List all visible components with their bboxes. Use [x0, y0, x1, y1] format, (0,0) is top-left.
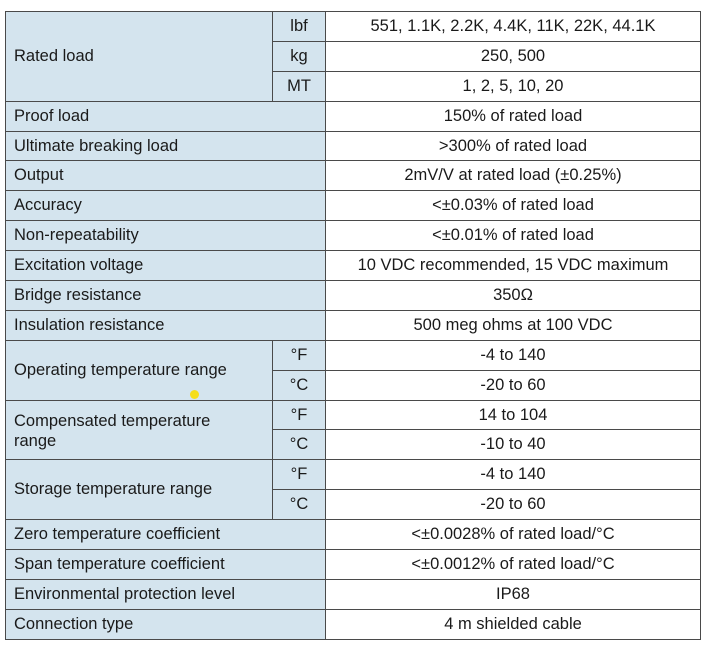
row-label: Proof load [5, 100, 326, 132]
table-row: Zero temperature coefficient <±0.0028% o… [5, 519, 701, 551]
value-cell: <±0.0012% of rated load/°C [325, 549, 701, 580]
unit-cell: °C [272, 429, 326, 461]
table-row: Accuracy <±0.03% of rated load [5, 190, 701, 222]
table-row: Output 2mV/V at rated load (±0.25%) [5, 160, 701, 192]
table-row: Ultimate breaking load >300% of rated lo… [5, 130, 701, 162]
table-row: Compensated temperature range °F 14 to 1… [5, 399, 701, 461]
row-label: Span temperature coefficient [5, 549, 326, 580]
table-row: °C -20 to 60 [6, 489, 701, 521]
table-row: Insulation resistance 500 meg ohms at 10… [5, 309, 701, 341]
table-row: °C -10 to 40 [6, 429, 701, 461]
unit-cell: lbf [272, 11, 326, 42]
operating-temp-label: Operating temperature range [5, 339, 273, 401]
cursor-marker-dot [190, 390, 199, 399]
table-row: °C -20 to 60 [6, 369, 701, 401]
table-row: kg 250, 500 [6, 40, 701, 72]
value-cell: IP68 [325, 578, 701, 610]
value-cell: 551, 1.1K, 2.2K, 4.4K, 11K, 22K, 44.1K [325, 11, 701, 42]
value-cell: 350Ω [325, 280, 701, 311]
unit-cell: MT [272, 70, 326, 102]
unit-cell: kg [272, 40, 326, 72]
table-row: Bridge resistance 350Ω [5, 280, 701, 311]
value-cell: <±0.01% of rated load [325, 220, 701, 252]
row-label: Ultimate breaking load [5, 130, 326, 162]
table-row: Proof load 150% of rated load [5, 100, 701, 132]
row-label: Insulation resistance [5, 309, 326, 341]
table-row: Rated load lbf 551, 1.1K, 2.2K, 4.4K, 11… [5, 11, 701, 102]
value-cell: 14 to 104 [325, 399, 701, 431]
value-cell: -4 to 140 [325, 459, 701, 491]
value-cell: 150% of rated load [325, 100, 701, 132]
row-label: Non-repeatability [5, 220, 326, 252]
row-label: Connection type [5, 608, 326, 640]
spec-table: Rated load lbf 551, 1.1K, 2.2K, 4.4K, 11… [5, 11, 701, 640]
table-row: Environmental protection level IP68 [5, 578, 701, 610]
unit-cell: °C [272, 489, 326, 521]
value-cell: -20 to 60 [325, 489, 701, 521]
value-cell: 10 VDC recommended, 15 VDC maximum [325, 250, 701, 282]
unit-cell: °C [272, 369, 326, 401]
table-row: Operating temperature range °F -4 to 140 [5, 339, 701, 401]
unit-cell: °F [272, 459, 326, 491]
row-label: Excitation voltage [5, 250, 326, 282]
value-cell: 1, 2, 5, 10, 20 [325, 70, 701, 102]
value-cell: 250, 500 [325, 40, 701, 72]
row-label: Output [5, 160, 326, 192]
rated-load-label: Rated load [5, 11, 273, 102]
unit-cell: °F [272, 339, 326, 371]
compensated-temp-label-line1: Compensated temperature [14, 411, 211, 430]
table-row: Storage temperature range °F -4 to 140 [5, 459, 701, 521]
value-cell: -20 to 60 [325, 369, 701, 401]
row-label: Zero temperature coefficient [5, 519, 326, 551]
value-cell: <±0.03% of rated load [325, 190, 701, 222]
compensated-temp-label-line2: range [14, 431, 57, 450]
value-cell: 4 m shielded cable [325, 608, 701, 640]
value-cell: >300% of rated load [325, 130, 701, 162]
table-row: MT 1, 2, 5, 10, 20 [6, 70, 701, 102]
row-label: Bridge resistance [5, 280, 326, 311]
value-cell: -4 to 140 [325, 339, 701, 371]
value-cell: <±0.0028% of rated load/°C [325, 519, 701, 551]
table-row: Connection type 4 m shielded cable [5, 608, 701, 640]
row-label: Accuracy [5, 190, 326, 222]
row-label: Environmental protection level [5, 578, 326, 610]
value-cell: 2mV/V at rated load (±0.25%) [325, 160, 701, 192]
storage-temp-label: Storage temperature range [5, 459, 273, 521]
table-row: Span temperature coefficient <±0.0012% o… [5, 549, 701, 580]
table-row: Excitation voltage 10 VDC recommended, 1… [5, 250, 701, 282]
value-cell: -10 to 40 [325, 429, 701, 461]
value-cell: 500 meg ohms at 100 VDC [325, 309, 701, 341]
unit-cell: °F [272, 399, 326, 431]
table-row: Non-repeatability <±0.01% of rated load [5, 220, 701, 252]
compensated-temp-label: Compensated temperature range [5, 399, 273, 461]
